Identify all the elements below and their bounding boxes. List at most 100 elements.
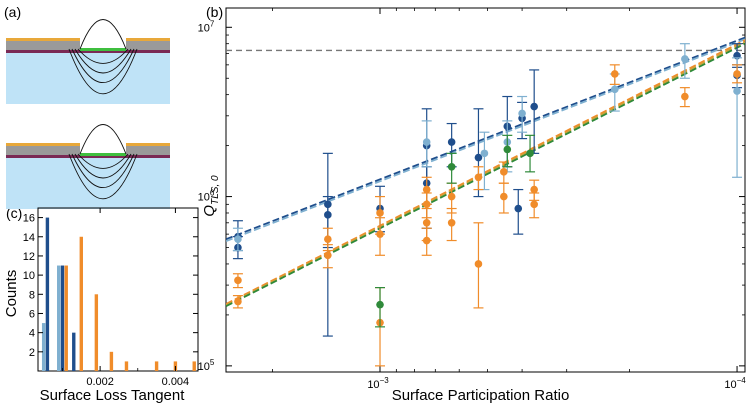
data-point [480,149,489,158]
x-axis-label: Surface Loss Tangent [40,387,186,404]
data-point [518,109,526,118]
data-point [234,276,242,285]
metal-layer-left [6,41,80,50]
series-light-blue [232,43,743,252]
y-tick-label: 107 [198,19,215,34]
histogram-bar [192,361,196,371]
histogram-bar [94,294,99,371]
field-line [71,153,135,188]
data-point [376,230,384,238]
field-line [77,153,129,169]
data-point [474,173,483,182]
data-point [324,235,332,244]
histogram-bar [109,351,114,371]
data-point [447,138,456,146]
histogram-bar [60,265,65,371]
histogram-bar [124,361,129,371]
fit-line [226,38,745,243]
y-axis-label: Counts [3,270,20,318]
metal-layer-right [126,41,170,50]
device-schematic [6,19,170,209]
data-point [500,168,508,176]
interface-layer [6,50,170,53]
y-tick-label: 16 [23,213,35,225]
field-line [68,48,138,94]
data-point [503,145,512,154]
data-point [733,87,741,95]
y-tick-label: 10 [23,270,35,282]
gold-layer-right [126,38,170,41]
data-point [514,204,523,213]
y-tick-label: 14 [23,232,35,244]
fit-line [226,36,745,241]
plot-area [226,36,745,367]
data-point [610,85,619,94]
data-point [530,185,538,194]
cross-section-1 [6,19,170,104]
field-line [71,48,135,83]
histogram-bar [79,236,83,371]
field-line [74,153,132,179]
data-point [474,153,483,162]
data-point [474,260,483,268]
metal-layer-left [6,146,80,155]
gold-layer-left [6,38,80,41]
histogram-bar [45,217,50,371]
data-point [324,211,332,219]
y-tick-label: 4 [29,328,35,340]
x-tick-label: 0.004 [162,376,190,388]
data-point [234,235,242,244]
data-point [733,70,741,78]
substrate [6,52,170,104]
x-tick-label: 10−3 [367,376,389,391]
data-point [422,219,431,227]
field-line [77,48,129,64]
data-point [422,200,431,209]
junction-layer [80,153,126,156]
data-point [234,297,242,306]
y-tick-label: 2 [29,347,35,359]
data-point [500,192,508,201]
participation-ratio-chart: 10−3 10−4 105 106 107 Surface Participation R… [198,7,746,404]
y-tick-label: 12 [23,251,35,263]
y-tick-label: 6 [29,308,35,320]
metal-layer-right [126,146,170,155]
interface-layer [6,155,170,158]
histogram-bar [154,361,159,371]
data-point [376,209,384,217]
data-point [681,55,689,63]
panel-label-a: (a) [4,4,21,20]
histogram-bar [72,332,76,371]
fit-line [226,41,745,307]
gold-layer-right [126,143,170,146]
gold-layer-left [6,143,80,146]
bars-dark-blue [45,217,76,371]
x-tick-label: 10−4 [724,376,746,391]
data-point [526,149,534,158]
cross-section-2 [6,124,170,209]
y-axis-label: QTLS, 0 [201,175,221,217]
data-point [376,300,384,309]
junction-layer [80,48,126,51]
field-line [79,19,127,50]
data-point [681,92,689,101]
series-orange [232,64,743,367]
histogram-bar [64,265,68,371]
data-point [422,236,431,245]
data-point [447,192,456,201]
panel-label-b: (b) [206,4,223,20]
field-line [68,153,138,199]
y-tick-label: 105 [198,358,215,373]
plot-frame [225,7,746,373]
data-point [447,162,456,171]
x-tick-label: 0.002 [86,376,114,388]
series-green [375,134,536,328]
bars-orange [64,236,196,371]
data-point [324,251,332,260]
field-line [79,124,127,155]
y-tick-label: 106 [198,189,215,204]
data-point [447,219,456,227]
substrate [6,157,170,209]
